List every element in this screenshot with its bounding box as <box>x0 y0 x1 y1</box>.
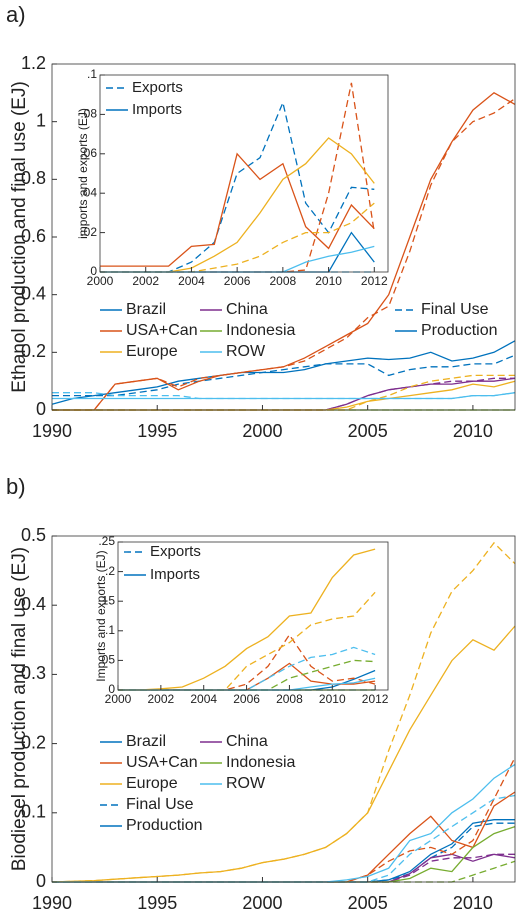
legend-label: Imports <box>132 101 182 118</box>
legend-label: Indonesia <box>226 322 295 339</box>
x-tick-label: 2008 <box>270 274 297 288</box>
x-tick-label: 2012 <box>361 274 388 288</box>
legend-label: China <box>226 301 268 318</box>
y-tick-label: 0 <box>36 871 46 891</box>
legend-label: Production <box>421 322 498 339</box>
legend-label: USA+Can <box>126 754 198 771</box>
y-tick-label: .15 <box>98 593 115 607</box>
panel-label: b) <box>6 474 26 499</box>
data-line <box>100 152 375 267</box>
x-tick-label: 1995 <box>137 893 177 913</box>
x-tick-label: 2000 <box>87 274 114 288</box>
legend-label: Exports <box>132 79 183 96</box>
data-line <box>52 354 516 397</box>
x-tick-label: 2002 <box>148 692 175 706</box>
panel-label: a) <box>6 2 26 27</box>
data-line <box>118 646 376 691</box>
y-tick-label: 1.2 <box>21 53 46 73</box>
x-tick-label: 2000 <box>105 692 132 706</box>
y-tick-label: 0 <box>108 682 115 696</box>
y-tick-label: 0.2 <box>21 341 46 361</box>
legend-label: China <box>226 733 268 750</box>
legend-label: Final Use <box>421 301 489 318</box>
legend-label: Europe <box>126 343 178 360</box>
x-tick-label: 2010 <box>315 274 342 288</box>
data-line <box>52 92 516 411</box>
x-tick-label: 2000 <box>242 893 282 913</box>
legend-label: Brazil <box>126 733 166 750</box>
inset-background <box>100 75 388 272</box>
axes-box <box>99 74 389 273</box>
data-line <box>51 625 516 883</box>
x-tick-label: 1990 <box>32 421 72 441</box>
y-tick-label: 0 <box>36 399 46 419</box>
legend-label: Brazil <box>126 301 166 318</box>
y-tick-label: .1 <box>87 67 97 81</box>
x-tick-label: 2006 <box>224 274 251 288</box>
legend-label: ROW <box>226 343 266 360</box>
x-tick-label: 2002 <box>132 274 159 288</box>
x-tick-label: 2010 <box>319 692 346 706</box>
x-tick-label: 1995 <box>137 421 177 441</box>
inset-background <box>118 542 388 690</box>
x-tick-label: 2010 <box>453 893 493 913</box>
y-axis-label: Ethanol production and final use (EJ) <box>9 81 30 393</box>
y-tick-label: 0.1 <box>21 802 46 822</box>
y-tick-label: .04 <box>80 185 97 199</box>
y-tick-label: 0.5 <box>21 525 46 545</box>
x-tick-label: 2000 <box>242 421 282 441</box>
x-tick-label: 2004 <box>178 274 205 288</box>
legend-label: USA+Can <box>126 322 198 339</box>
y-axis-label: Biodiesel production and final use (EJ) <box>9 547 30 871</box>
x-tick-label: 1990 <box>32 893 72 913</box>
legend-label: Exports <box>150 543 201 560</box>
y-axis-label: imports and exports (EJ) <box>76 108 90 239</box>
y-tick-label: .25 <box>98 534 115 548</box>
legend-label: ROW <box>226 775 266 792</box>
legend-label: Imports <box>150 566 200 583</box>
x-tick-label: 2005 <box>348 893 388 913</box>
x-tick-label: 2005 <box>348 421 388 441</box>
legend-label: Indonesia <box>226 754 295 771</box>
data-line <box>51 340 516 405</box>
y-tick-label: 0.6 <box>21 226 46 246</box>
y-tick-label: 0.3 <box>21 663 46 683</box>
legend-label: Europe <box>126 775 178 792</box>
x-tick-label: 2012 <box>362 692 389 706</box>
axes-box <box>51 535 516 883</box>
y-tick-label: .05 <box>98 653 115 667</box>
legend-label: Production <box>126 817 203 834</box>
x-tick-label: 2008 <box>276 692 303 706</box>
axes-box <box>117 541 389 691</box>
y-tick-label: .2 <box>105 564 115 578</box>
x-tick-label: 2004 <box>190 692 217 706</box>
y-tick-label: 0.4 <box>21 283 46 303</box>
legend-label: Final Use <box>126 796 194 813</box>
y-tick-label: 0 <box>90 264 97 278</box>
y-tick-label: 0.2 <box>21 732 46 752</box>
x-tick-label: 2010 <box>453 421 493 441</box>
y-tick-label: 0.8 <box>21 168 46 188</box>
data-line <box>52 392 516 400</box>
y-tick-label: 1 <box>36 110 46 130</box>
y-tick-label: .02 <box>80 225 97 239</box>
data-line <box>118 633 376 691</box>
y-tick-label: .08 <box>80 107 97 121</box>
y-tick-label: .06 <box>80 146 97 160</box>
y-tick-label: .1 <box>105 623 115 637</box>
x-tick-label: 2006 <box>233 692 260 706</box>
y-tick-label: 0.4 <box>21 594 46 614</box>
y-axis-label: Imports and exports (EJ) <box>94 550 108 681</box>
